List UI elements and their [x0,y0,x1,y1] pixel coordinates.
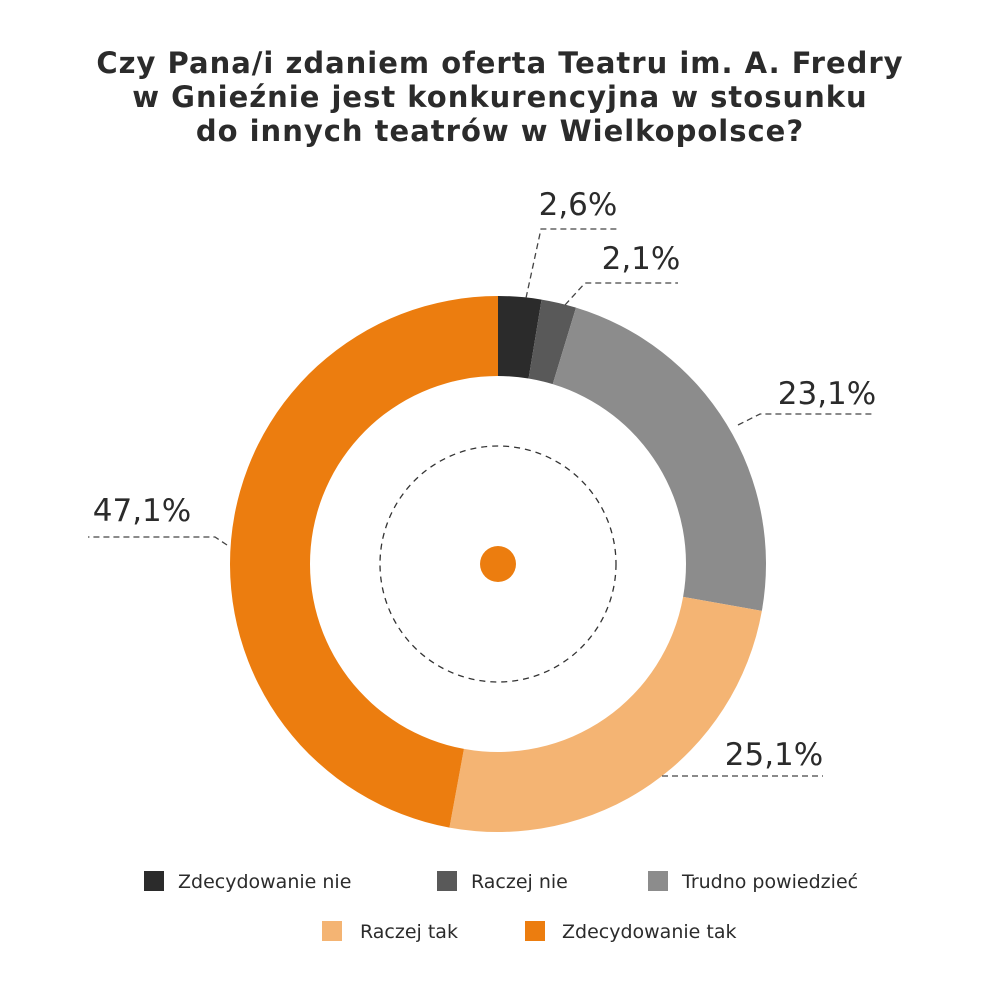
title-line-3: do innych teatrów w Wielkopolsce? [195,114,805,148]
slice-zdecydowanie-tak [230,296,498,828]
slice-zdecydowanie-nie [498,296,542,379]
value-label-raczej-tak: 25,1% [725,737,823,773]
leader-line-trudno-powiedziec [737,413,873,426]
legend-swatch-zdecydowanie-nie [144,871,164,891]
value-label-trudno-powiedziec: 23,1% [778,376,876,412]
inner-dashed-circle [379,445,617,683]
legend-label-zdecydowanie-nie: Zdecydowanie nie [178,871,351,893]
legend-label-raczej-tak: Raczej tak [360,921,458,943]
legend-swatch-raczej-tak [322,921,342,941]
legend-swatch-raczej-nie [437,871,457,891]
value-label-zdecydowanie-nie: 2,6% [539,187,618,223]
title-line-2: w Gnieźnie jest konkurencyjna w stosunku [132,80,868,114]
slice-trudno-powiedziec [552,307,766,611]
leader-line-raczej-nie [564,282,678,306]
slice-raczej-nie [528,299,576,385]
legend-label-zdecydowanie-tak: Zdecydowanie tak [562,921,736,943]
legend-swatch-zdecydowanie-tak [525,921,545,941]
legend-label-raczej-nie: Raczej nie [471,871,568,893]
leader-line-zdecydowanie-nie [525,228,620,299]
center-dot [480,546,516,582]
legend-label-trudno-powiedziec: Trudno powiedzieć [681,871,858,893]
title-line-1: Czy Pana/i zdaniem oferta Teatru im. A. … [96,46,904,80]
slice-raczej-tak [449,596,762,832]
value-label-raczej-nie: 2,1% [602,241,681,277]
leader-line-zdecydowanie-tak [88,536,228,546]
value-label-zdecydowanie-tak: 47,1% [93,493,191,529]
chart-title: Czy Pana/i zdaniem oferta Teatru im. A. … [0,46,1000,148]
legend-swatch-trudno-powiedziec [648,871,668,891]
